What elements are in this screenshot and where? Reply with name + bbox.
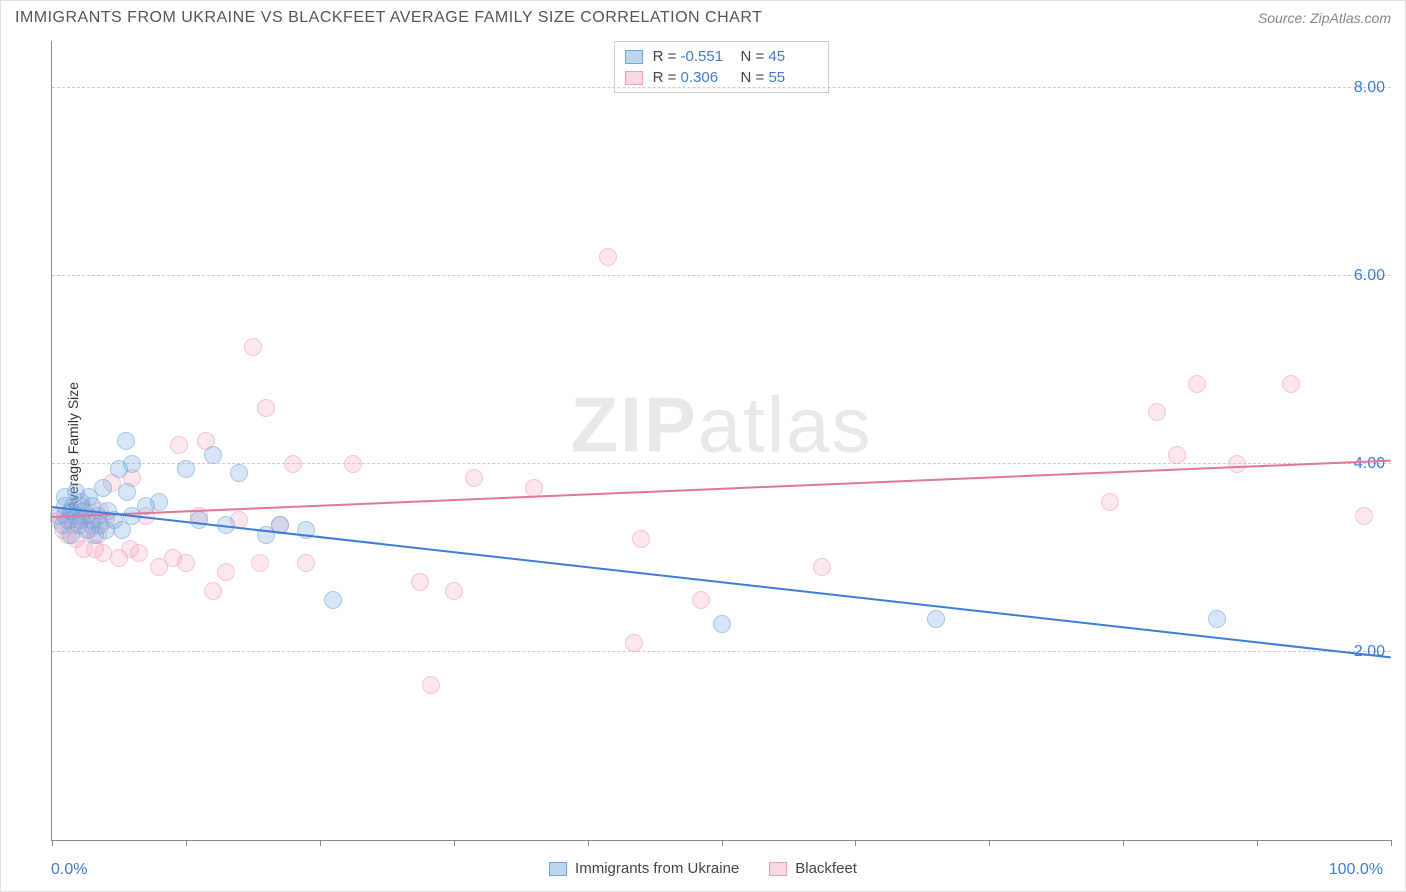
data-point [177, 460, 195, 478]
data-point [204, 582, 222, 600]
y-tick-label: 4.00 [1354, 455, 1385, 473]
data-point [170, 436, 188, 454]
r-value-2: 0.306 [681, 69, 731, 86]
x-tick [588, 840, 589, 846]
chart-title: IMMIGRANTS FROM UKRAINE VS BLACKFEET AVE… [15, 9, 762, 27]
x-tick [320, 840, 321, 846]
data-point [251, 554, 269, 572]
data-point [1355, 507, 1373, 525]
data-point [1168, 446, 1186, 464]
x-tick [186, 840, 187, 846]
gridline-h [52, 651, 1391, 652]
data-point [1188, 375, 1206, 393]
x-tick [855, 840, 856, 846]
swatch-series2 [625, 71, 643, 85]
data-point [422, 676, 440, 694]
chart-source: Source: ZipAtlas.com [1258, 10, 1391, 26]
data-point [1148, 403, 1166, 421]
legend-swatch-series2 [769, 862, 787, 876]
legend-label-series1: Immigrants from Ukraine [575, 860, 739, 877]
data-point [130, 544, 148, 562]
gridline-h [52, 463, 1391, 464]
stats-legend-box: R = -0.551 N = 45 R = 0.306 N = 55 [614, 41, 830, 93]
data-point [284, 455, 302, 473]
data-point [230, 464, 248, 482]
watermark: ZIPatlas [570, 379, 872, 470]
data-point [713, 615, 731, 633]
data-point [190, 511, 208, 529]
n-label-1: N = [741, 48, 769, 65]
data-point [445, 582, 463, 600]
x-tick [1391, 840, 1392, 846]
bottom-legend: Immigrants from Ukraine Blackfeet [549, 860, 857, 877]
gridline-h [52, 87, 1391, 88]
r-label-2: R = [653, 69, 681, 86]
data-point [525, 479, 543, 497]
stats-row-series1: R = -0.551 N = 45 [625, 46, 819, 67]
x-tick [1257, 840, 1258, 846]
data-point [177, 554, 195, 572]
data-point [150, 493, 168, 511]
data-point [257, 399, 275, 417]
x-tick [722, 840, 723, 846]
n-label-2: N = [741, 69, 769, 86]
plot-canvas: ZIPatlas R = -0.551 N = 45 R = 0.306 N =… [51, 41, 1391, 841]
data-point [625, 634, 643, 652]
data-point [244, 338, 262, 356]
y-tick-label: 6.00 [1354, 267, 1385, 285]
data-point [123, 455, 141, 473]
data-point [411, 573, 429, 591]
data-point [297, 554, 315, 572]
stats-row-series2: R = 0.306 N = 55 [625, 67, 819, 88]
gridline-h [52, 275, 1391, 276]
legend-label-series2: Blackfeet [795, 860, 857, 877]
data-point [1101, 493, 1119, 511]
n-value-1: 45 [768, 48, 818, 65]
data-point [1282, 375, 1300, 393]
x-tick [1123, 840, 1124, 846]
data-point [94, 479, 112, 497]
legend-item-series1: Immigrants from Ukraine [549, 860, 739, 877]
source-label: Source: [1258, 10, 1310, 26]
swatch-series1 [625, 50, 643, 64]
chart-container: IMMIGRANTS FROM UKRAINE VS BLACKFEET AVE… [0, 0, 1406, 892]
x-axis-min-label: 0.0% [51, 861, 87, 879]
plot-area: ZIPatlas R = -0.551 N = 45 R = 0.306 N =… [51, 41, 1391, 841]
data-point [324, 591, 342, 609]
chart-header: IMMIGRANTS FROM UKRAINE VS BLACKFEET AVE… [1, 1, 1405, 31]
data-point [465, 469, 483, 487]
data-point [692, 591, 710, 609]
data-point [118, 483, 136, 501]
watermark-light: atlas [698, 380, 873, 468]
n-value-2: 55 [768, 69, 818, 86]
r-value-1: -0.551 [681, 48, 731, 65]
data-point [1228, 455, 1246, 473]
watermark-bold: ZIP [570, 380, 697, 468]
data-point [1208, 610, 1226, 628]
data-point [117, 432, 135, 450]
legend-item-series2: Blackfeet [769, 860, 857, 877]
data-point [204, 446, 222, 464]
data-point [344, 455, 362, 473]
x-axis-max-label: 100.0% [1329, 861, 1383, 879]
source-name: ZipAtlas.com [1310, 10, 1391, 26]
data-point [813, 558, 831, 576]
trend-line [52, 506, 1391, 658]
data-point [632, 530, 650, 548]
data-point [599, 248, 617, 266]
r-label-1: R = [653, 48, 681, 65]
x-tick [989, 840, 990, 846]
legend-swatch-series1 [549, 862, 567, 876]
y-tick-label: 8.00 [1354, 79, 1385, 97]
x-tick [52, 840, 53, 846]
trend-line [52, 459, 1391, 517]
data-point [927, 610, 945, 628]
data-point [217, 563, 235, 581]
x-tick [454, 840, 455, 846]
